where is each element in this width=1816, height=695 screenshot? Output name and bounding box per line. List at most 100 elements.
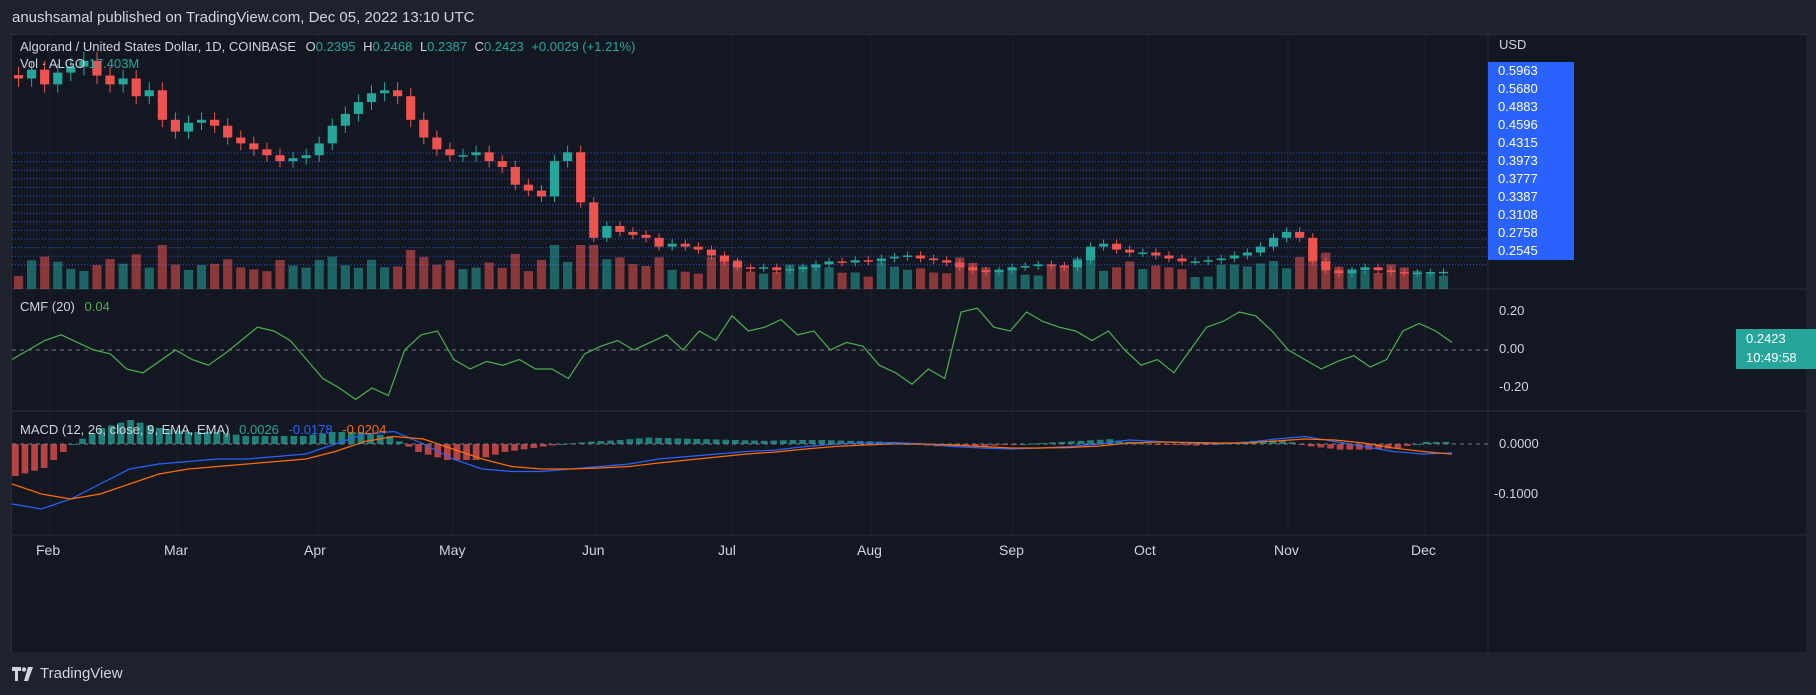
volume-bar [327,256,337,289]
chart-area[interactable]: Algorand / United States Dollar, 1D, COI… [11,34,1816,653]
symbol-legend: Algorand / United States Dollar, 1D, COI… [20,39,635,54]
price-tick-label: 0.3973 [1488,152,1574,170]
candle-body [615,226,625,232]
volume-bar [929,272,939,289]
macd-histogram-bar [818,440,826,444]
macd-histogram-bar [204,432,211,444]
volume-bar [1438,275,1449,289]
volume-bar [1138,269,1148,289]
macd-histogram-bar [645,437,653,444]
macd-histogram-bar [415,444,422,452]
macd-histogram-bar [40,444,48,468]
high-label: H [363,39,373,54]
macd-histogram-bar [117,422,125,444]
candle-body [92,60,102,76]
volume-bar [1347,268,1357,289]
macd-histogram-bar [760,440,768,444]
tradingview-logo[interactable]: TradingView [12,665,123,682]
macd-histogram-bar [1087,440,1094,444]
volume-bar [1164,267,1174,289]
volume-bar [589,245,599,289]
cmf-tick-low: -0.20 [1499,379,1529,394]
macd-histogram-bar [319,433,326,444]
volume-bar [131,254,141,289]
symbol-name: Algorand / United States Dollar, 1D, COI… [20,39,297,54]
macd-histogram-bar [31,444,38,471]
candle-body [1203,260,1213,262]
candle-body [79,60,89,67]
macd-legend: MACD (12, 26, close, 9, EMA, EMA) 0.0026… [20,422,386,437]
volume-bar [1059,266,1069,289]
candle-body [353,102,364,114]
candle-body [536,190,547,197]
volume-bar [732,260,743,289]
month-sep: Sep [999,542,1024,558]
low-value: 0.2387 [427,39,467,54]
volume-bar [746,271,756,289]
candle-body [210,119,220,126]
candle-body [131,78,141,97]
candle-body [144,90,154,97]
macd-histogram-bar [1029,443,1037,445]
volume-bar [1308,245,1318,289]
macd-histogram-bar [328,432,336,444]
macd-histogram-bar [357,432,365,444]
volume-bar [53,261,63,289]
macd-histogram-bar [674,438,682,444]
macd-histogram-bar [1106,439,1114,444]
volume-bar [824,267,834,289]
volume-bar [615,257,625,289]
volume-bar [667,269,677,289]
macd-histogram-bar [655,437,662,444]
candle-body [13,75,24,79]
volume-bar [942,273,952,289]
macd-histogram-bar [732,440,739,444]
macd-histogram-bar [712,439,720,444]
candle-body [406,96,416,120]
macd-histogram-bar [770,440,778,444]
volume-bar [170,264,180,289]
candle-body [902,255,913,257]
candle-body [772,267,782,271]
candle-body [66,66,76,73]
volume-bar [1151,265,1161,289]
volume-bar [654,257,664,289]
volume-bar [497,267,507,289]
candle-body [1373,267,1383,271]
macd-histogram-bar [88,433,96,444]
volume-bar [223,259,233,289]
month-may: May [439,542,466,558]
volume-label: Vol · ALGO [20,56,86,71]
volume-bar [340,265,350,289]
volume-bar [118,263,128,289]
price-tick-label: 0.2758 [1488,224,1574,242]
volume-bar [523,271,533,289]
candle-body [301,155,311,159]
candle-body [223,125,233,138]
candle-body [1059,265,1069,268]
macd-histogram-bar [165,429,173,444]
month-aug: Aug [857,542,882,558]
candle-body [1020,266,1030,268]
macd-histogram-bar [50,444,58,460]
macd-histogram-bar [559,444,566,445]
candle-body [510,167,520,185]
volume-bar [798,265,808,289]
currency-label[interactable]: USD [1499,37,1527,52]
macd-histogram-bar [184,432,192,444]
candle-body [746,267,756,269]
month-feb: Feb [36,542,61,558]
macd-histogram-bar [799,440,806,444]
candle-body [105,75,115,85]
candle-body [196,119,207,123]
brand-name: TradingView [40,665,123,682]
macd-histogram-bar [280,436,288,444]
macd-histogram-bar [588,441,595,444]
candle-body [1125,249,1135,253]
volume-bar [719,258,730,289]
volume-bar [850,272,860,289]
macd-histogram-bar [1192,444,1200,446]
high-value: 0.2468 [372,39,413,54]
macd-histogram-bar [424,444,432,455]
candle-body [706,249,716,256]
